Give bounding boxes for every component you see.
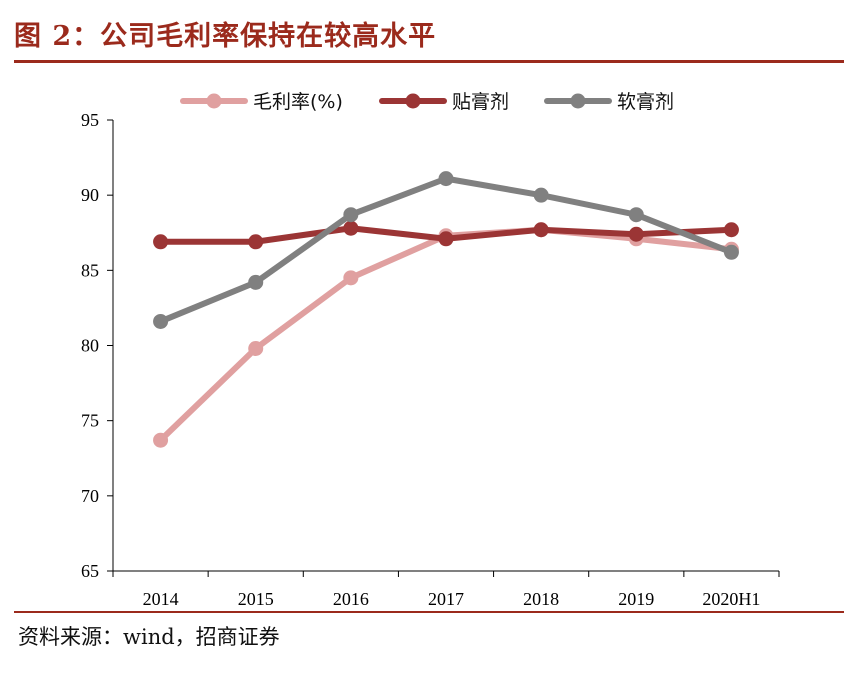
chart-axes: 65 70 75 80 85 90 95 2014 2015 2016 2017 2018 2019 20… [81, 110, 780, 609]
y-tick-label: 90 [81, 185, 99, 205]
data-point [438, 231, 454, 247]
data-point [343, 207, 359, 223]
legend-marker [405, 93, 421, 109]
legend-marker [570, 93, 586, 109]
data-point [248, 341, 264, 357]
data-point [343, 220, 359, 236]
legend-label: 软膏剂 [617, 90, 674, 113]
data-point [438, 171, 454, 187]
y-tick-label: 95 [81, 110, 99, 130]
legend-label: 贴膏剂 [452, 90, 509, 113]
x-tick-label: 2018 [523, 589, 559, 609]
data-point [153, 234, 169, 250]
y-tick-label: 80 [81, 336, 99, 356]
data-point [723, 222, 739, 238]
data-point [248, 274, 264, 290]
data-point [533, 187, 549, 203]
y-tick-label: 70 [81, 486, 99, 506]
chart-legend: 毛利率(%) 贴膏剂 软膏剂 [180, 90, 674, 113]
data-point [723, 244, 739, 260]
series-line [157, 175, 735, 325]
data-point [248, 234, 264, 250]
data-point [628, 207, 644, 223]
data-point [628, 226, 644, 242]
series-line [157, 226, 735, 444]
data-point [153, 432, 169, 448]
x-tick-label: 2019 [618, 589, 654, 609]
x-tick-label: 2017 [428, 589, 464, 609]
source-rule [14, 611, 844, 613]
x-tick-label: 2016 [333, 589, 369, 609]
data-point [343, 270, 359, 286]
chart-series [153, 171, 739, 448]
y-tick-label: 65 [81, 561, 99, 581]
data-point [153, 313, 169, 329]
source-note: 资料来源：wind，招商证券 [18, 625, 280, 649]
data-point [533, 222, 549, 238]
legend-marker [206, 93, 222, 109]
x-tick-label: 2015 [238, 589, 274, 609]
x-tick-label: 2014 [143, 589, 179, 609]
y-tick-label: 85 [81, 260, 99, 280]
x-tick-label: 2020H1 [702, 589, 760, 609]
title-rule [14, 60, 844, 63]
figure-title: 图 2：公司毛利率保持在较高水平 [14, 21, 437, 52]
legend-label: 毛利率(%) [253, 91, 343, 113]
y-tick-label: 75 [81, 411, 99, 431]
